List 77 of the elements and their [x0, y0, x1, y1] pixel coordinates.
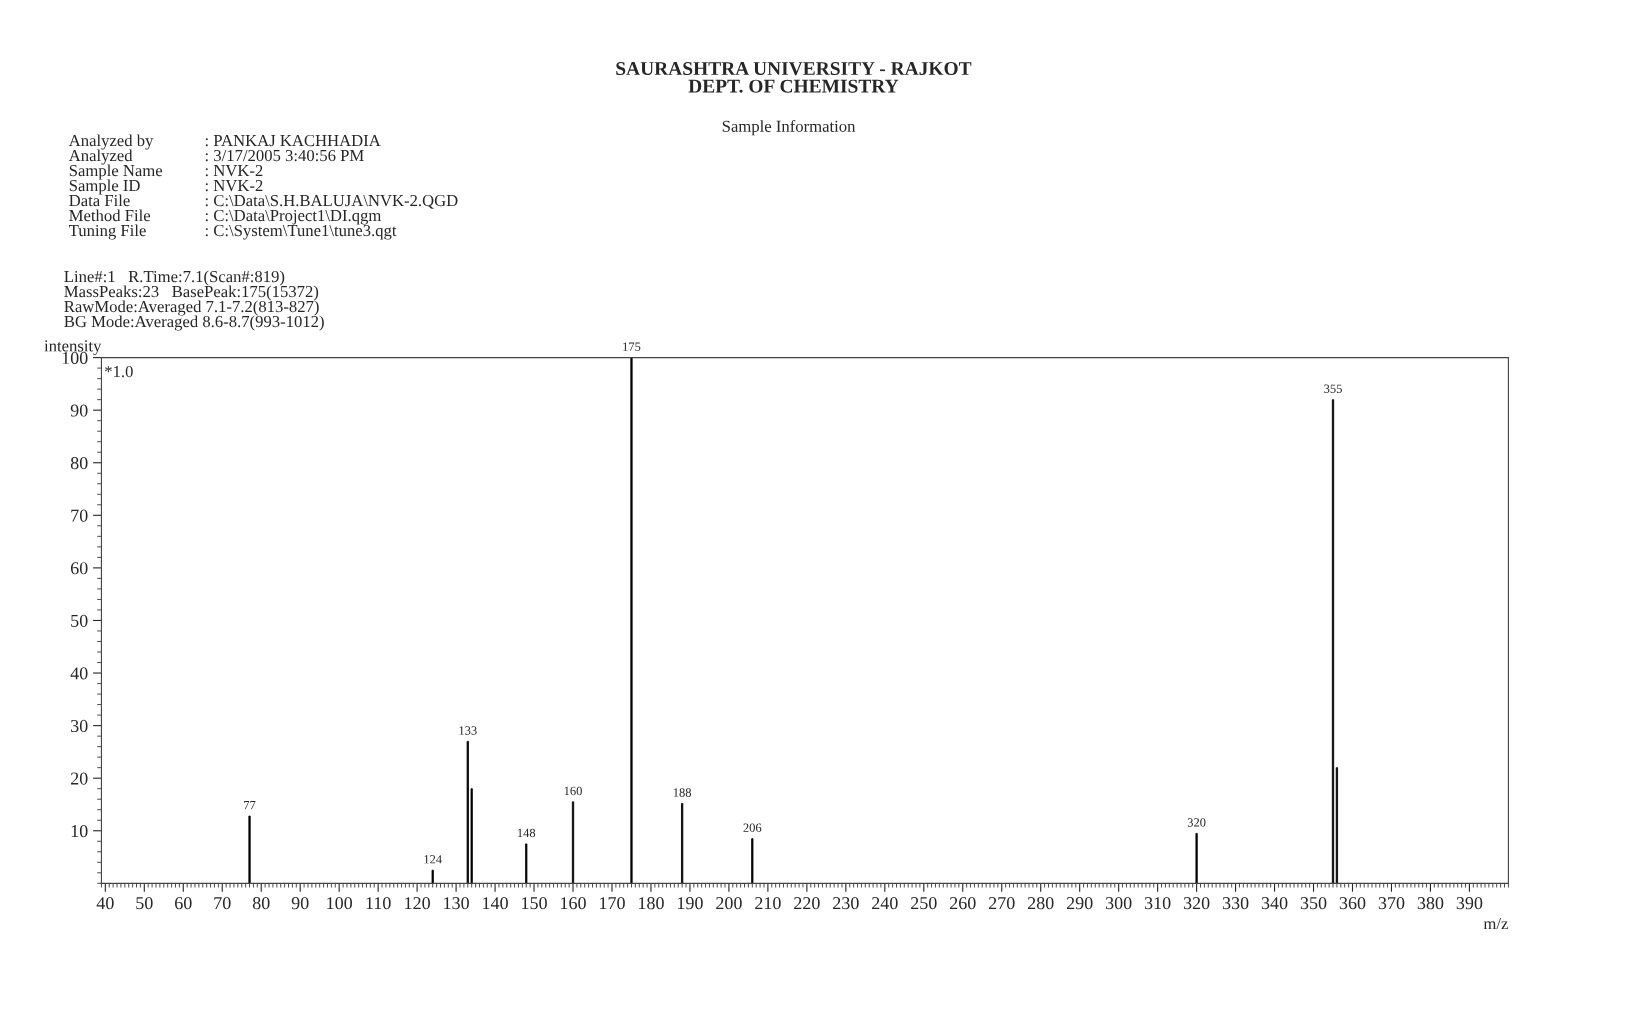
x-tick-label: 110	[366, 897, 391, 910]
x-tick-label: 310	[1144, 897, 1171, 910]
x-tick-label: 60	[175, 897, 192, 910]
text: RawMode:Averaged 7.1-7.2(813-827)	[64, 300, 319, 316]
text: : 3/17/2005 3:40:56 PM	[205, 149, 364, 162]
x-tick-label: 160	[561, 897, 586, 910]
x-axis-title: m/z	[1483, 918, 1508, 930]
chart-title: SAURASHTRA UNIVERSITY - RAJKOT DEPT. OF CHEMISTRY	[616, 62, 972, 93]
annotation: 188	[673, 788, 692, 797]
x-tick-label: 120	[405, 897, 430, 910]
text: Sample Name	[69, 164, 163, 180]
annotation: 148	[517, 828, 536, 838]
text: : PANKAJ KACHHADIA	[205, 134, 381, 147]
x-tick-label: 280	[1027, 897, 1054, 910]
x-tick-label: 340	[1261, 897, 1288, 910]
y-tick-label: 90	[70, 404, 88, 417]
y-tick-label: 40	[70, 667, 88, 680]
x-tick-label: 270	[988, 897, 1015, 910]
text: BG Mode:Averaged 8.6-8.7(993-1012)	[64, 315, 324, 331]
x-tick-label: 300	[1105, 897, 1132, 910]
text: Analyzed	[68, 149, 133, 165]
annotation: 206	[743, 823, 762, 832]
x-tick-label: 130	[444, 897, 469, 910]
x-tick-label: 80	[252, 897, 270, 910]
annotation: 355	[1324, 384, 1342, 393]
text: Analyzed by	[68, 134, 154, 150]
x-tick-label: 190	[677, 897, 703, 910]
text: : C:\Data\S.H.BALUJA\NVK-2.QGD	[205, 194, 458, 209]
annotation: *1.0	[105, 365, 133, 378]
x-tick-label: 210	[755, 897, 781, 910]
y-tick-label: 60	[70, 562, 88, 575]
x-tick-label: 390	[1456, 897, 1483, 910]
x-tick-label: 200	[716, 897, 742, 910]
x-tick-label: 150	[522, 897, 547, 910]
annotation: 175	[623, 342, 641, 351]
annotation: 77	[244, 801, 256, 810]
x-tick-label: 40	[96, 897, 114, 910]
x-tick-label: 140	[483, 897, 508, 910]
x-tick-label: 350	[1300, 897, 1327, 910]
x-tick-label: 360	[1339, 897, 1366, 910]
x-tick-label: 260	[950, 897, 976, 910]
x-tick-label: 90	[291, 897, 309, 910]
y-tick-label: 70	[71, 509, 88, 522]
x-tick-label: 220	[794, 897, 820, 910]
x-tick-label: 100	[327, 897, 353, 910]
annotation: 133	[459, 726, 477, 735]
y-tick-label: 80	[70, 457, 88, 470]
x-tick-label: 370	[1378, 897, 1405, 910]
text: MassPeaks:23 BasePeak:175(15372)	[64, 285, 319, 301]
y-tick-label: 30	[71, 719, 88, 733]
text: Tuning File	[69, 224, 146, 240]
x-tick-label: 180	[639, 897, 664, 910]
text: : NVK-2	[205, 164, 263, 177]
text: Data File	[69, 194, 130, 207]
annotation: 320	[1187, 818, 1206, 827]
text: Line#:1 R.Time:7.1(Scan#:819)	[64, 270, 285, 286]
text: Method File	[69, 209, 151, 222]
x-tick-label: 380	[1417, 897, 1444, 910]
x-tick-label: 50	[136, 897, 153, 910]
y-tick-label: 50	[71, 614, 88, 627]
text: : C:\Data\Project1\DI.qgm	[205, 209, 382, 225]
x-tick-label: 240	[872, 897, 898, 910]
x-tick-label: 70	[214, 897, 231, 910]
text: Sample ID	[69, 179, 140, 195]
x-tick-label: 320	[1183, 897, 1210, 910]
text: : C:\System\Tune1\tune3.qgt	[205, 224, 397, 240]
x-tick-label: 170	[600, 897, 625, 910]
annotation: 160	[564, 786, 582, 796]
y-tick-label: 10	[71, 825, 88, 838]
x-tick-label: 250	[911, 897, 937, 910]
x-tick-label: 290	[1066, 897, 1093, 910]
x-tick-label: 230	[833, 897, 859, 910]
chart-subtitle: Sample Information	[722, 120, 856, 136]
annotation: 124	[424, 855, 442, 864]
text: : NVK-2	[205, 179, 263, 192]
y-tick-label: 20	[70, 772, 88, 785]
x-tick-label: 330	[1222, 897, 1249, 910]
